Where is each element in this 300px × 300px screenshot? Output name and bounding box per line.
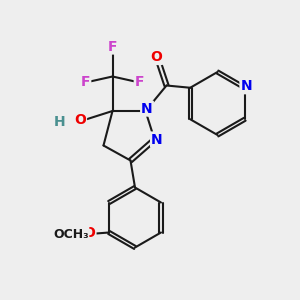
Text: O: O xyxy=(150,50,162,64)
Text: N: N xyxy=(151,133,163,146)
Text: OCH₃: OCH₃ xyxy=(53,227,89,241)
Text: F: F xyxy=(135,76,144,89)
Text: O: O xyxy=(74,113,86,127)
Text: O: O xyxy=(84,226,95,240)
Text: F: F xyxy=(108,40,117,53)
Text: H: H xyxy=(53,115,65,128)
Text: F: F xyxy=(81,76,90,89)
Text: N: N xyxy=(241,79,252,93)
Text: N: N xyxy=(141,102,153,116)
